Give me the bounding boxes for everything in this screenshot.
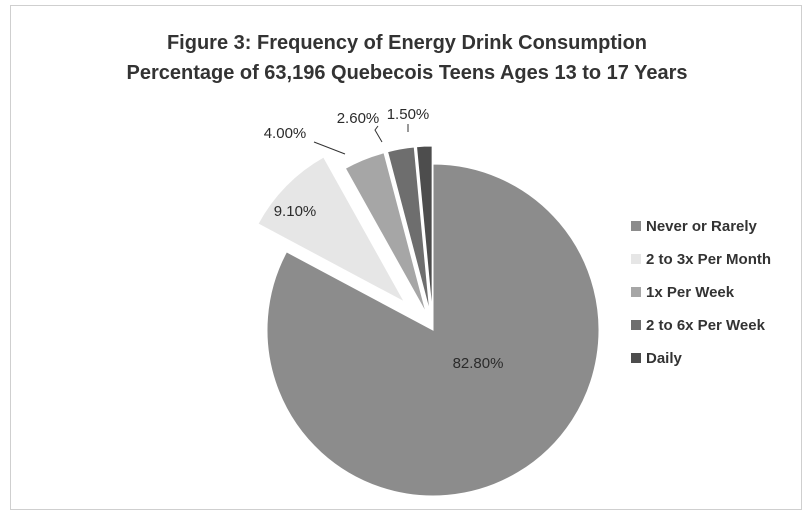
data-label-1: 82.80% <box>453 355 504 372</box>
leader-line-4 <box>374 125 383 143</box>
legend-label-3: 1x Per Week <box>646 284 735 301</box>
pie-slices <box>257 145 600 497</box>
legend-swatch-4 <box>631 320 641 330</box>
legend-label-2: 2 to 3x Per Month <box>646 251 771 268</box>
pie-slice-1 <box>266 163 600 497</box>
legend-swatch-5 <box>631 353 641 363</box>
chart-subtitle: Percentage of 63,196 Quebecois Teens Age… <box>126 62 687 84</box>
legend-swatch-3 <box>631 287 641 297</box>
pie-slice-4 <box>386 146 431 313</box>
data-label-3: 4.00% <box>264 125 307 142</box>
legend-label-5: Daily <box>646 350 683 367</box>
legend-label-4: 2 to 6x Per Week <box>646 317 766 334</box>
legend-label-1: Never or Rarely <box>646 218 758 235</box>
pie-data-labels: 82.80% 9.10% 4.00% 2.60% 1.50% <box>264 106 504 372</box>
data-label-5: 1.50% <box>387 106 430 123</box>
data-label-2: 9.10% <box>274 203 317 220</box>
legend: Never or Rarely 2 to 3x Per Month 1x Per W… <box>631 218 771 367</box>
pie-slice-3 <box>344 152 427 314</box>
pie-slice-2 <box>257 156 406 304</box>
data-label-4: 2.60% <box>337 110 380 127</box>
legend-swatch-2 <box>631 254 641 264</box>
legend-swatch-1 <box>631 221 641 231</box>
pie-chart: Figure 3: Frequency of Energy Drink Cons… <box>126 32 771 497</box>
chart-frame: Figure 3: Frequency of Energy Drink Cons… <box>10 5 802 510</box>
chart-title: Figure 3: Frequency of Energy Drink Cons… <box>167 32 647 54</box>
leader-line-3 <box>313 141 346 155</box>
pie-slice-5 <box>415 145 433 313</box>
